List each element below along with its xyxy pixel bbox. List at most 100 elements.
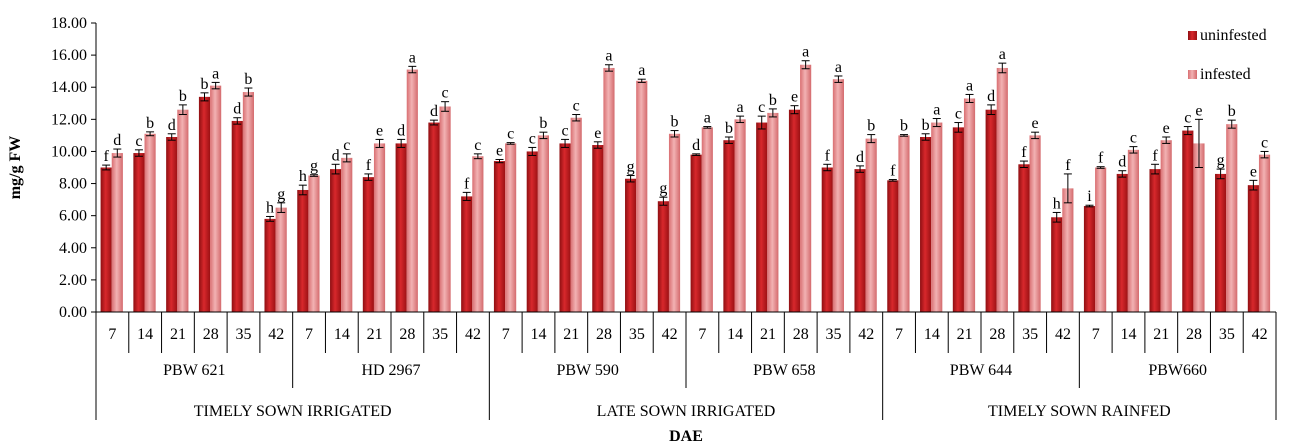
y-tick-label: 14.00 — [51, 79, 87, 96]
x-tick-label: 7 — [305, 326, 313, 343]
x-tick-label: 28 — [399, 326, 415, 343]
significance-label: g — [659, 180, 667, 197]
infested-bar — [341, 157, 353, 312]
significance-label: c — [758, 99, 765, 116]
uninfested-bar — [166, 136, 178, 312]
infested-bar — [898, 135, 910, 312]
y-tick-label: 2.00 — [59, 272, 87, 289]
x-tick-label: 42 — [268, 326, 284, 343]
significance-label: b — [146, 115, 154, 132]
significance-label: c — [955, 106, 962, 123]
x-tick-label: 35 — [1219, 326, 1235, 343]
y-tick-label: 10.00 — [51, 143, 87, 160]
uninfested-bar — [723, 140, 735, 312]
x-tick-label: 35 — [629, 326, 645, 343]
infested-bar — [701, 127, 713, 312]
significance-label: c — [1184, 110, 1191, 127]
legend: uninfested infested — [1188, 27, 1267, 83]
uninfested-bar — [362, 177, 374, 312]
variety-label: HD 2967 — [361, 362, 420, 379]
x-tick-label: 21 — [170, 326, 186, 343]
significance-label: b — [922, 117, 930, 134]
y-tick-label: 0.00 — [59, 304, 87, 321]
significance-label: b — [900, 118, 908, 135]
significance-label: c — [442, 85, 449, 102]
significance-label: a — [605, 48, 612, 65]
uninfested-bar — [526, 151, 538, 312]
significance-label: d — [113, 132, 121, 149]
x-tick-label: 21 — [760, 326, 776, 343]
variety-label: PBW 621 — [163, 362, 225, 379]
uninfested-bar — [788, 109, 801, 312]
x-tick-label: 42 — [858, 326, 874, 343]
significance-label: a — [638, 62, 645, 79]
significance-label: h — [299, 168, 307, 185]
significance-label: f — [1065, 157, 1071, 174]
y-axis-title: mg/g FW — [7, 136, 24, 200]
uninfested-bar — [1116, 173, 1128, 312]
significance-label: i — [1087, 188, 1092, 205]
infested-bar — [1226, 124, 1238, 313]
infested-bar — [275, 207, 287, 312]
x-tick-label: 35 — [432, 326, 448, 343]
significance-label: e — [496, 142, 503, 159]
infested-bar — [210, 85, 222, 312]
significance-label: c — [1130, 130, 1137, 147]
x-axis: 7 14 21 28 35 42 PBW 621 7 14 21 28 35 42 HD 2967 7 14 2… — [95, 311, 1277, 420]
uninfested-bar — [985, 109, 997, 312]
significance-label: d — [233, 101, 241, 118]
uninfested-bar — [887, 180, 899, 312]
significance-label: g — [277, 186, 285, 203]
significance-label: g — [627, 159, 635, 176]
uninfested-bar — [395, 143, 407, 312]
x-axis-title: DAE — [669, 428, 703, 445]
significance-label: d — [430, 103, 438, 120]
x-tick-label: 21 — [367, 326, 383, 343]
infested-bar — [537, 135, 549, 312]
x-tick-label: 42 — [1055, 326, 1071, 343]
significance-label: b — [1228, 103, 1236, 120]
x-tick-label: 14 — [334, 326, 350, 343]
infested-bar — [603, 67, 615, 312]
infested-bar — [439, 106, 451, 312]
significance-label: f — [464, 175, 470, 192]
uninfested-bar — [559, 143, 571, 312]
x-tick-label: 14 — [1121, 326, 1137, 343]
infested-bar — [996, 67, 1008, 312]
uninfested-bar — [1182, 130, 1194, 312]
significance-label: d — [332, 147, 340, 164]
infested-bar — [1095, 167, 1107, 312]
uninfested-bar — [428, 122, 440, 313]
infested-bar — [832, 79, 844, 312]
infested-bar — [1062, 188, 1074, 312]
significance-label: c — [507, 126, 514, 143]
uninfested-bar — [854, 169, 866, 312]
y-axis: 0.00 2.00 4.00 6.00 8.00 10.00 12.00 14.00 16.00… — [51, 15, 97, 321]
x-tick-label: 42 — [662, 326, 678, 343]
variety-label: PBW 590 — [556, 362, 618, 379]
x-tick-label: 21 — [957, 326, 973, 343]
significance-label: e — [791, 89, 798, 106]
infested-bar — [1029, 135, 1041, 312]
significance-label: e — [376, 122, 383, 139]
significance-label: c — [474, 137, 481, 154]
significance-label: b — [244, 71, 252, 88]
legend-swatch — [1188, 31, 1197, 40]
significance-label: a — [212, 65, 219, 82]
infested-bar — [144, 133, 156, 312]
variety-label: PBW 644 — [950, 362, 1012, 379]
infested-bar — [865, 138, 877, 312]
x-tick-label: 35 — [1022, 326, 1038, 343]
infested-bar — [734, 119, 746, 312]
y-tick-label: 8.00 — [59, 176, 87, 193]
infested-bar — [308, 175, 320, 312]
significance-label: c — [561, 122, 568, 139]
significance-label: a — [835, 59, 842, 76]
uninfested-bar — [625, 178, 637, 312]
significance-label: a — [409, 49, 416, 66]
significance-label: f — [825, 147, 831, 164]
infested-bar — [570, 117, 582, 312]
significance-label: b — [769, 92, 777, 109]
variety-label: PBW660 — [1148, 362, 1207, 379]
x-tick-label: 14 — [924, 326, 940, 343]
